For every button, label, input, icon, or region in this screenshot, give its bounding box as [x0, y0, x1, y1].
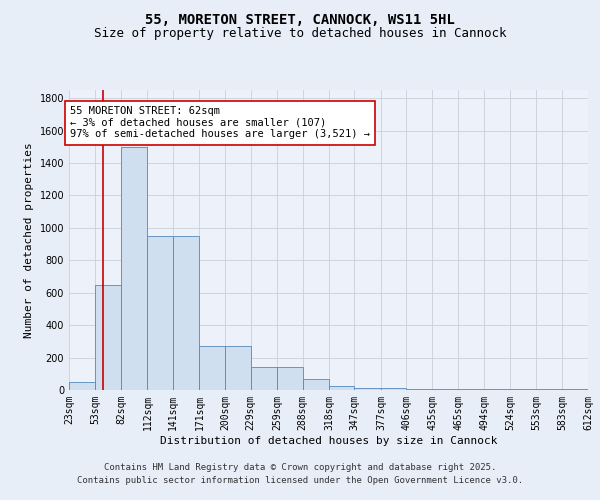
Bar: [355, 388, 381, 390]
Bar: [381, 388, 406, 390]
Bar: [95, 284, 121, 390]
Text: Contains HM Land Registry data © Crown copyright and database right 2025.: Contains HM Land Registry data © Crown c…: [104, 462, 496, 471]
Bar: [406, 389, 432, 390]
Bar: [173, 236, 199, 390]
Bar: [277, 368, 302, 390]
Bar: [199, 346, 225, 390]
Bar: [458, 389, 484, 390]
Bar: [121, 147, 148, 390]
X-axis label: Distribution of detached houses by size in Cannock: Distribution of detached houses by size …: [160, 436, 497, 446]
Bar: [251, 368, 277, 390]
Bar: [302, 378, 329, 390]
Bar: [148, 236, 173, 390]
Y-axis label: Number of detached properties: Number of detached properties: [24, 142, 34, 338]
Bar: [69, 382, 95, 390]
Text: 55 MORETON STREET: 62sqm
← 3% of detached houses are smaller (107)
97% of semi-d: 55 MORETON STREET: 62sqm ← 3% of detache…: [70, 106, 370, 140]
Bar: [511, 389, 536, 390]
Bar: [329, 386, 355, 390]
Bar: [225, 346, 251, 390]
Text: Size of property relative to detached houses in Cannock: Size of property relative to detached ho…: [94, 28, 506, 40]
Bar: [432, 389, 458, 390]
Bar: [562, 389, 588, 390]
Text: 55, MORETON STREET, CANNOCK, WS11 5HL: 55, MORETON STREET, CANNOCK, WS11 5HL: [145, 12, 455, 26]
Bar: [536, 389, 562, 390]
Bar: [484, 389, 511, 390]
Text: Contains public sector information licensed under the Open Government Licence v3: Contains public sector information licen…: [77, 476, 523, 485]
